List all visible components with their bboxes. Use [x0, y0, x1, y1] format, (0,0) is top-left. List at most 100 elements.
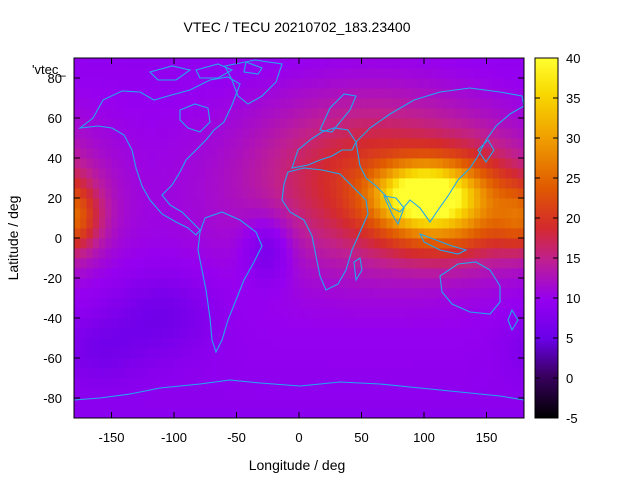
heat-cell: [280, 208, 287, 219]
heat-cell: [174, 388, 181, 399]
heat-cell: [461, 218, 469, 229]
heat-cell: [224, 248, 231, 259]
heat-cell: [111, 128, 119, 139]
heat-cell: [455, 368, 462, 379]
heat-cell: [486, 388, 494, 399]
heat-cell: [74, 388, 81, 399]
heat-cell: [499, 188, 506, 199]
heat-cell: [255, 128, 262, 139]
heat-cell: [155, 258, 162, 269]
heat-cell: [286, 328, 294, 339]
heat-cell: [111, 178, 119, 189]
heat-cell: [499, 228, 506, 239]
heat-cell: [467, 208, 475, 219]
heat-cell: [467, 358, 475, 369]
x-tick-label: -50: [227, 430, 246, 445]
heat-cell: [199, 328, 206, 339]
heat-cell: [236, 128, 244, 139]
heat-cell: [74, 188, 81, 199]
heat-cell: [480, 68, 487, 79]
heat-cell: [161, 138, 169, 149]
heat-cell: [142, 108, 150, 119]
heat-cell: [155, 58, 162, 69]
heat-cell: [199, 248, 206, 259]
heat-cell: [374, 288, 381, 299]
heat-cell: [492, 148, 500, 159]
heat-cell: [205, 188, 212, 199]
heat-cell: [511, 308, 519, 319]
heat-cell: [174, 158, 181, 169]
heat-cell: [349, 108, 356, 119]
heat-cell: [417, 318, 425, 329]
heat-cell: [192, 188, 200, 199]
heat-cell: [192, 278, 200, 289]
heat-cell: [355, 318, 362, 329]
heat-cell: [186, 248, 194, 259]
heat-cell: [211, 258, 219, 269]
heat-cell: [205, 308, 212, 319]
x-tick-label: 0: [295, 430, 302, 445]
heat-cell: [499, 108, 506, 119]
heat-cell: [324, 168, 331, 179]
heat-cell: [436, 188, 444, 199]
heat-cell: [242, 188, 250, 199]
heat-cell: [74, 148, 81, 159]
heat-cell: [117, 328, 125, 339]
x-tick-label: 50: [354, 430, 368, 445]
heat-cell: [374, 408, 381, 419]
heat-cell: [342, 298, 350, 309]
heat-cell: [486, 178, 494, 189]
heat-cell: [505, 188, 512, 199]
heat-cell: [180, 328, 187, 339]
heat-cell: [449, 228, 456, 239]
heat-cell: [74, 318, 81, 329]
heat-cell: [274, 178, 281, 189]
heat-cell: [105, 368, 112, 379]
heat-cell: [111, 88, 119, 99]
heat-cell: [261, 308, 269, 319]
heat-cell: [517, 58, 525, 69]
heat-cell: [474, 158, 481, 169]
heat-cell: [499, 288, 506, 299]
heat-cell: [367, 338, 375, 349]
heat-cell: [517, 188, 525, 199]
heat-cell: [449, 358, 456, 369]
heat-cell: [111, 408, 119, 419]
heat-cell: [136, 108, 144, 119]
heat-cell: [230, 218, 237, 229]
heat-cell: [517, 278, 525, 289]
heat-cell: [492, 228, 500, 239]
heat-cell: [111, 388, 119, 399]
heat-cell: [242, 308, 250, 319]
heat-cell: [374, 338, 381, 349]
heat-cell: [280, 118, 287, 129]
heat-cell: [467, 78, 475, 89]
heat-cell: [455, 128, 462, 139]
y-tick-label: 60: [48, 111, 62, 126]
heat-cell: [130, 198, 137, 209]
heat-cell: [86, 208, 94, 219]
heat-cell: [261, 178, 269, 189]
heat-cell: [261, 108, 269, 119]
heat-cell: [261, 288, 269, 299]
heat-cell: [374, 298, 381, 309]
heat-cell: [249, 128, 256, 139]
heat-cell: [211, 148, 219, 159]
heat-cell: [467, 198, 475, 209]
heat-cell: [286, 318, 294, 329]
heat-cell: [342, 368, 350, 379]
heat-cell: [267, 178, 275, 189]
heat-cell: [405, 148, 412, 159]
heat-cell: [342, 78, 350, 89]
heat-cell: [105, 118, 112, 129]
heat-cell: [455, 338, 462, 349]
heat-cell: [317, 268, 325, 279]
heat-cell: [386, 288, 394, 299]
heat-cell: [117, 188, 125, 199]
heat-cell: [392, 168, 400, 179]
heat-cell: [299, 408, 306, 419]
heat-cell: [399, 278, 406, 289]
heat-cell: [217, 68, 225, 79]
heat-cell: [417, 378, 425, 389]
heat-cell: [324, 178, 331, 189]
